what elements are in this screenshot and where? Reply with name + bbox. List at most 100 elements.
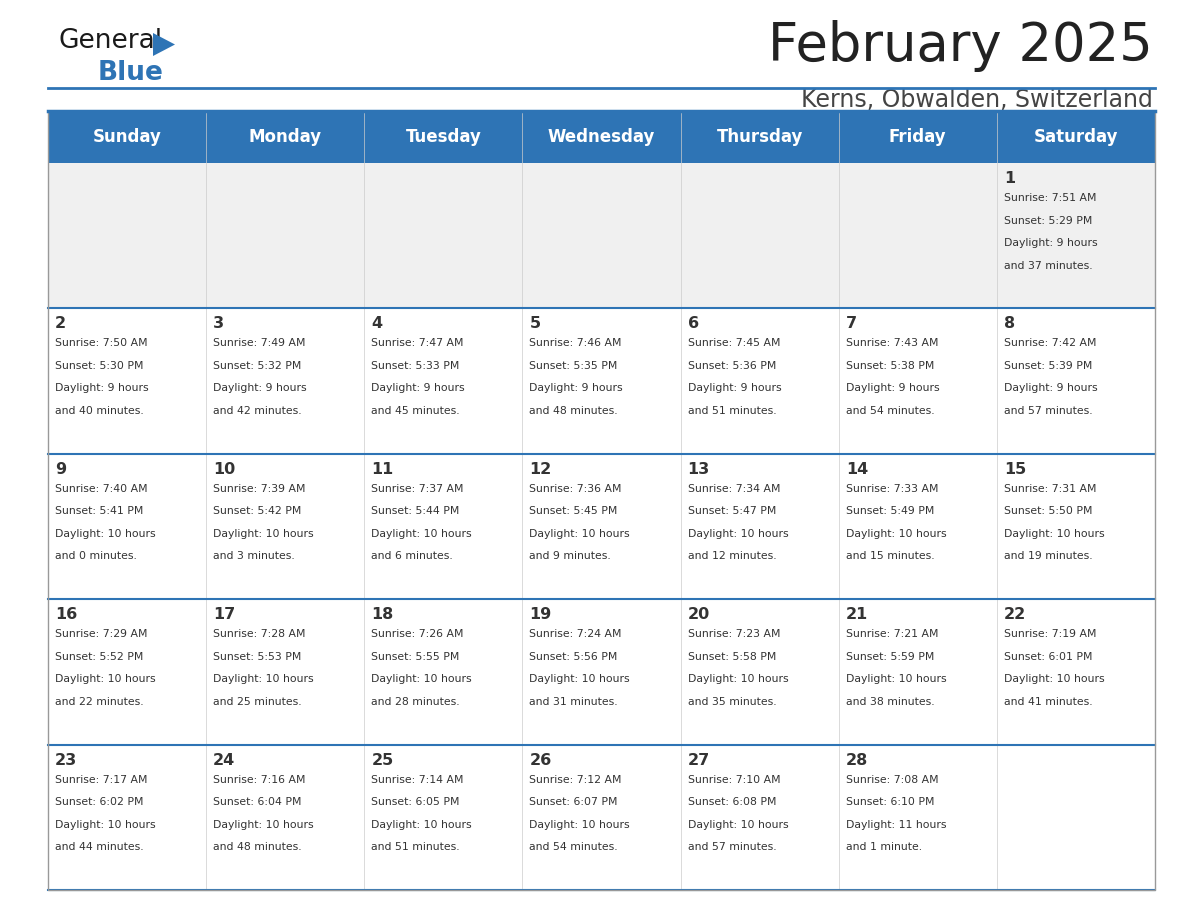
Bar xyxy=(997,111,1155,163)
Text: Sunrise: 7:14 AM: Sunrise: 7:14 AM xyxy=(372,775,463,785)
Text: Sunrise: 7:23 AM: Sunrise: 7:23 AM xyxy=(688,629,781,639)
Text: Sunset: 5:41 PM: Sunset: 5:41 PM xyxy=(55,507,144,516)
Text: Daylight: 9 hours: Daylight: 9 hours xyxy=(213,384,307,394)
Bar xyxy=(839,163,997,308)
Text: Daylight: 10 hours: Daylight: 10 hours xyxy=(372,820,472,830)
Text: 23: 23 xyxy=(55,753,77,767)
Text: and 35 minutes.: and 35 minutes. xyxy=(688,697,776,707)
Bar xyxy=(48,599,207,744)
Text: 15: 15 xyxy=(1004,462,1026,476)
Bar xyxy=(365,111,523,163)
Text: Sunset: 6:04 PM: Sunset: 6:04 PM xyxy=(213,797,302,807)
Text: and 51 minutes.: and 51 minutes. xyxy=(688,406,776,416)
Text: General: General xyxy=(58,28,162,54)
Text: Sunset: 6:05 PM: Sunset: 6:05 PM xyxy=(372,797,460,807)
Text: 12: 12 xyxy=(530,462,551,476)
Text: Daylight: 10 hours: Daylight: 10 hours xyxy=(55,820,156,830)
Text: and 42 minutes.: and 42 minutes. xyxy=(213,406,302,416)
Bar xyxy=(207,308,365,453)
Text: and 44 minutes.: and 44 minutes. xyxy=(55,842,144,852)
Text: Daylight: 9 hours: Daylight: 9 hours xyxy=(846,384,940,394)
Text: Sunset: 6:08 PM: Sunset: 6:08 PM xyxy=(688,797,776,807)
Text: Sunset: 5:52 PM: Sunset: 5:52 PM xyxy=(55,652,144,662)
Text: Daylight: 10 hours: Daylight: 10 hours xyxy=(688,529,788,539)
Text: Daylight: 10 hours: Daylight: 10 hours xyxy=(688,675,788,684)
Text: Sunrise: 7:50 AM: Sunrise: 7:50 AM xyxy=(55,339,147,349)
Bar xyxy=(365,163,523,308)
Text: and 38 minutes.: and 38 minutes. xyxy=(846,697,934,707)
Text: Sunrise: 7:31 AM: Sunrise: 7:31 AM xyxy=(1004,484,1097,494)
Bar xyxy=(48,163,207,308)
Bar xyxy=(365,308,523,453)
Bar xyxy=(365,599,523,744)
Text: and 57 minutes.: and 57 minutes. xyxy=(1004,406,1093,416)
Bar xyxy=(997,744,1155,890)
Text: 4: 4 xyxy=(372,317,383,331)
Text: Blue: Blue xyxy=(97,60,164,86)
Text: Sunrise: 7:42 AM: Sunrise: 7:42 AM xyxy=(1004,339,1097,349)
Bar xyxy=(681,163,839,308)
Text: Sunrise: 7:33 AM: Sunrise: 7:33 AM xyxy=(846,484,939,494)
Text: Daylight: 9 hours: Daylight: 9 hours xyxy=(1004,238,1098,248)
Text: Daylight: 9 hours: Daylight: 9 hours xyxy=(1004,384,1098,394)
Text: and 6 minutes.: and 6 minutes. xyxy=(372,552,453,562)
Text: and 31 minutes.: and 31 minutes. xyxy=(530,697,618,707)
Text: and 41 minutes.: and 41 minutes. xyxy=(1004,697,1093,707)
Bar xyxy=(681,599,839,744)
Text: and 3 minutes.: and 3 minutes. xyxy=(213,552,295,562)
Text: and 48 minutes.: and 48 minutes. xyxy=(530,406,618,416)
Polygon shape xyxy=(153,33,175,56)
Text: 5: 5 xyxy=(530,317,541,331)
Bar xyxy=(681,111,839,163)
Text: 20: 20 xyxy=(688,607,709,622)
Text: February 2025: February 2025 xyxy=(769,20,1154,72)
Text: and 45 minutes.: and 45 minutes. xyxy=(372,406,460,416)
Text: Sunset: 5:30 PM: Sunset: 5:30 PM xyxy=(55,361,144,371)
Text: Sunrise: 7:29 AM: Sunrise: 7:29 AM xyxy=(55,629,147,639)
Bar xyxy=(839,111,997,163)
Bar xyxy=(365,744,523,890)
Text: 19: 19 xyxy=(530,607,551,622)
Text: 27: 27 xyxy=(688,753,709,767)
Text: and 22 minutes.: and 22 minutes. xyxy=(55,697,144,707)
Bar xyxy=(997,163,1155,308)
Text: Sunset: 5:50 PM: Sunset: 5:50 PM xyxy=(1004,507,1092,516)
Text: Sunset: 5:35 PM: Sunset: 5:35 PM xyxy=(530,361,618,371)
Text: Daylight: 10 hours: Daylight: 10 hours xyxy=(213,820,314,830)
Text: Sunset: 5:38 PM: Sunset: 5:38 PM xyxy=(846,361,934,371)
Text: Daylight: 10 hours: Daylight: 10 hours xyxy=(530,675,630,684)
Bar xyxy=(207,599,365,744)
Text: 2: 2 xyxy=(55,317,67,331)
Text: Daylight: 9 hours: Daylight: 9 hours xyxy=(55,384,148,394)
Text: Saturday: Saturday xyxy=(1034,128,1118,146)
Text: 24: 24 xyxy=(213,753,235,767)
Text: Sunset: 5:36 PM: Sunset: 5:36 PM xyxy=(688,361,776,371)
Text: Sunset: 5:49 PM: Sunset: 5:49 PM xyxy=(846,507,934,516)
Text: and 9 minutes.: and 9 minutes. xyxy=(530,552,611,562)
Text: 22: 22 xyxy=(1004,607,1026,622)
Text: Sunrise: 7:47 AM: Sunrise: 7:47 AM xyxy=(372,339,463,349)
Text: Sunset: 5:59 PM: Sunset: 5:59 PM xyxy=(846,652,934,662)
Text: 26: 26 xyxy=(530,753,551,767)
Text: 9: 9 xyxy=(55,462,67,476)
Text: Sunset: 5:32 PM: Sunset: 5:32 PM xyxy=(213,361,302,371)
Bar xyxy=(523,308,681,453)
Text: Sunrise: 7:37 AM: Sunrise: 7:37 AM xyxy=(372,484,463,494)
Text: Sunrise: 7:46 AM: Sunrise: 7:46 AM xyxy=(530,339,623,349)
Text: Sunrise: 7:39 AM: Sunrise: 7:39 AM xyxy=(213,484,305,494)
Text: 3: 3 xyxy=(213,317,225,331)
Bar xyxy=(48,111,1155,890)
Text: Daylight: 10 hours: Daylight: 10 hours xyxy=(530,820,630,830)
Text: and 12 minutes.: and 12 minutes. xyxy=(688,552,776,562)
Text: Sunset: 5:47 PM: Sunset: 5:47 PM xyxy=(688,507,776,516)
Text: Daylight: 11 hours: Daylight: 11 hours xyxy=(846,820,946,830)
Text: Sunrise: 7:08 AM: Sunrise: 7:08 AM xyxy=(846,775,939,785)
Bar xyxy=(207,111,365,163)
Bar xyxy=(523,744,681,890)
Text: and 37 minutes.: and 37 minutes. xyxy=(1004,261,1093,271)
Text: and 0 minutes.: and 0 minutes. xyxy=(55,552,137,562)
Text: Sunday: Sunday xyxy=(93,128,162,146)
Text: 7: 7 xyxy=(846,317,857,331)
Text: Daylight: 10 hours: Daylight: 10 hours xyxy=(846,529,947,539)
Text: Sunset: 5:53 PM: Sunset: 5:53 PM xyxy=(213,652,302,662)
